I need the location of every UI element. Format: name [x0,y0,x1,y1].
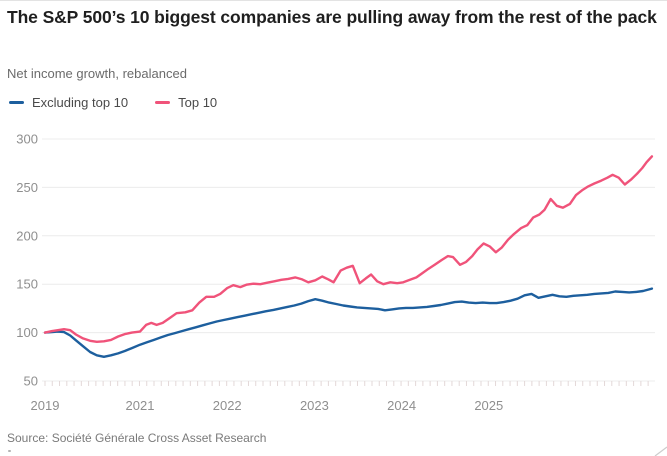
x-tick-label: 2019 [31,398,60,413]
series-line-excluding-top-10 [43,287,654,359]
corner-artifact-icon [654,446,667,456]
footnote-dot [8,450,11,452]
chart-title: The S&P 500’s 10 biggest companies are p… [7,7,657,27]
x-tick-label: 2024 [387,398,416,413]
series-line-top-10 [43,155,654,344]
legend-swatch-blue-icon [9,100,24,105]
chart-svg: 50 100 150 200 250 300 2019 2021 2022 2023 2024 202… [16,132,655,413]
legend-label-top-10: Top 10 [178,95,218,110]
x-tick-label: 2021 [126,398,155,413]
legend-swatch-pink-icon [155,100,171,105]
y-tick-label: 300 [16,132,38,147]
x-tick-label: 2023 [300,398,329,413]
legend-item-excluding-top-10: Excluding top 10 [9,95,128,110]
y-tick-label: 250 [16,180,38,195]
y-tick-label: 200 [16,228,38,243]
chart-subtitle: Net income growth, rebalanced [7,66,187,81]
y-tick-label: 50 [24,374,38,389]
x-tick-label: 2022 [213,398,242,413]
legend-item-top-10: Top 10 [155,95,217,110]
legend-label-excluding-top-10: Excluding top 10 [32,95,129,110]
chart-legend: Excluding top 10 Top 10 [9,95,217,110]
y-tick-label: 150 [16,277,38,292]
source-text: Source: Société Générale Cross Asset Res… [7,431,267,445]
y-tick-label: 100 [16,325,38,340]
x-tick-label: 2025 [474,398,503,413]
